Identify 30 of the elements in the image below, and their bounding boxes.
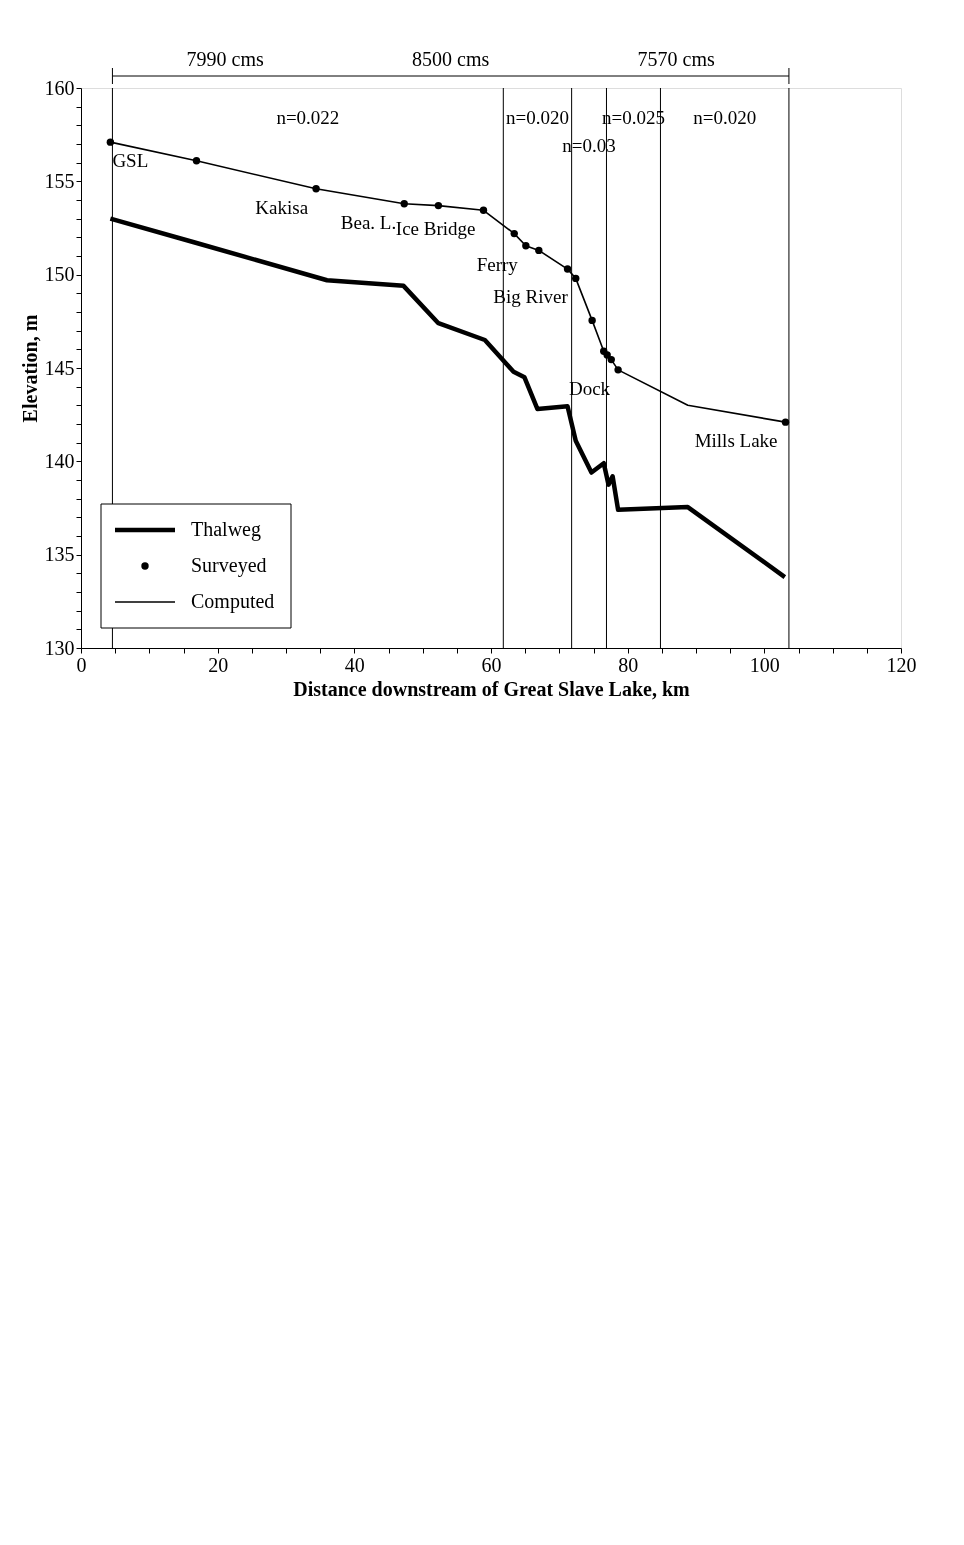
- y-tick-label: 130: [44, 636, 75, 659]
- y-tick-label: 135: [44, 543, 75, 566]
- annotation: n=0.020: [693, 107, 757, 128]
- legend-label: Surveyed: [191, 554, 267, 577]
- legend-label: Computed: [191, 590, 275, 613]
- y-tick-label: 145: [44, 356, 75, 379]
- x-tick-label: 60: [481, 653, 502, 676]
- annotation: Mills Lake: [694, 430, 778, 452]
- legend-label: Thalweg: [191, 518, 261, 541]
- annotation: Bea. L.: [340, 211, 397, 233]
- y-tick-label: 150: [44, 263, 75, 286]
- y-tick-label: 160: [44, 76, 75, 99]
- annotation: n=0.020: [505, 107, 569, 128]
- x-tick-label: 100: [749, 653, 780, 676]
- x-tick-label: 20: [208, 653, 229, 676]
- x-tick-label: 80: [618, 653, 639, 676]
- x-tick-label: 0: [76, 653, 87, 676]
- y-axis-title: Elevation, m: [18, 314, 41, 423]
- annotation: Ice Bridge: [395, 218, 476, 240]
- text: 8500 cms: [412, 48, 490, 70]
- text: 7990 cms: [186, 48, 265, 70]
- text: 7570 cms: [637, 48, 716, 70]
- annotation: Kakisa: [255, 196, 309, 218]
- y-tick-label: 155: [44, 169, 75, 192]
- annotation: GSL: [112, 150, 149, 172]
- y-tick-label: 140: [44, 449, 75, 472]
- annotation: n=0.022: [276, 107, 340, 128]
- x-tick-label: 120: [886, 653, 917, 676]
- x-tick-label: 40: [344, 653, 365, 676]
- x-axis-title: Distance downstream of Great Slave Lake, km: [293, 677, 691, 700]
